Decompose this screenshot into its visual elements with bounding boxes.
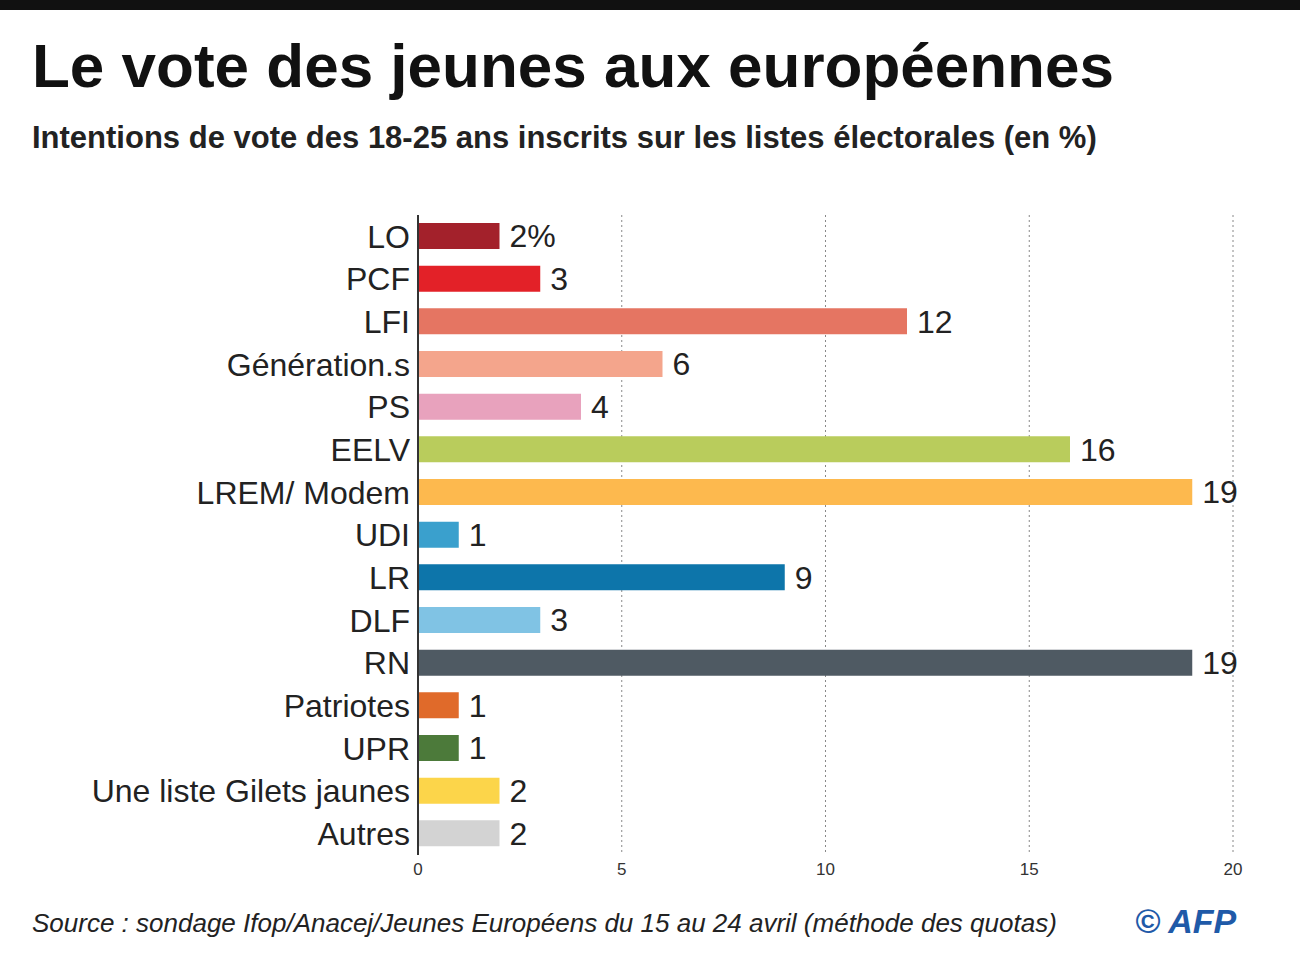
svg-text:2: 2 [510, 816, 528, 852]
svg-text:Génération.s: Génération.s [227, 347, 410, 383]
svg-text:PCF: PCF [346, 261, 410, 297]
svg-text:LREM/ Modem: LREM/ Modem [197, 475, 410, 511]
svg-text:9: 9 [795, 560, 813, 596]
svg-text:10: 10 [816, 860, 835, 879]
svg-text:PS: PS [367, 389, 410, 425]
svg-text:DLF: DLF [350, 603, 410, 639]
svg-text:LFI: LFI [364, 304, 410, 340]
svg-text:16: 16 [1080, 432, 1116, 468]
svg-text:5: 5 [617, 860, 626, 879]
html-text:© AFP: © AFP [1135, 902, 1237, 940]
svg-text:20: 20 [1224, 860, 1243, 879]
svg-text:3: 3 [550, 602, 568, 638]
html-text:Intentions de vote des 18-25 a: Intentions de vote des 18-25 ans inscrit… [32, 120, 1097, 155]
svg-text:Une liste Gilets jaunes: Une liste Gilets jaunes [92, 773, 410, 809]
svg-text:4: 4 [591, 389, 609, 425]
svg-text:UDI: UDI [355, 517, 410, 553]
svg-text:6: 6 [673, 346, 691, 382]
html-text:Le vote des jeunes aux europée: Le vote des jeunes aux européennes [32, 31, 1114, 100]
svg-text:19: 19 [1202, 474, 1238, 510]
svg-text:12: 12 [917, 304, 953, 340]
svg-text:3: 3 [550, 261, 568, 297]
svg-text:LO: LO [367, 219, 410, 255]
svg-text:UPR: UPR [342, 731, 410, 767]
svg-text:RN: RN [364, 645, 410, 681]
svg-text:2: 2 [510, 773, 528, 809]
svg-text:1: 1 [469, 517, 487, 553]
svg-text:1: 1 [469, 688, 487, 724]
svg-text:19: 19 [1202, 645, 1238, 681]
svg-text:Autres: Autres [318, 816, 410, 852]
html-text:Source : sondage Ifop/Anacej/J: Source : sondage Ifop/Anacej/Jeunes Euro… [32, 908, 1057, 938]
svg-text:LR: LR [369, 560, 410, 596]
svg-text:2%: 2% [510, 218, 556, 254]
svg-text:0: 0 [413, 860, 422, 879]
svg-text:EELV: EELV [331, 432, 411, 468]
svg-text:15: 15 [1020, 860, 1039, 879]
svg-text:Patriotes: Patriotes [284, 688, 410, 724]
svg-text:1: 1 [469, 730, 487, 766]
